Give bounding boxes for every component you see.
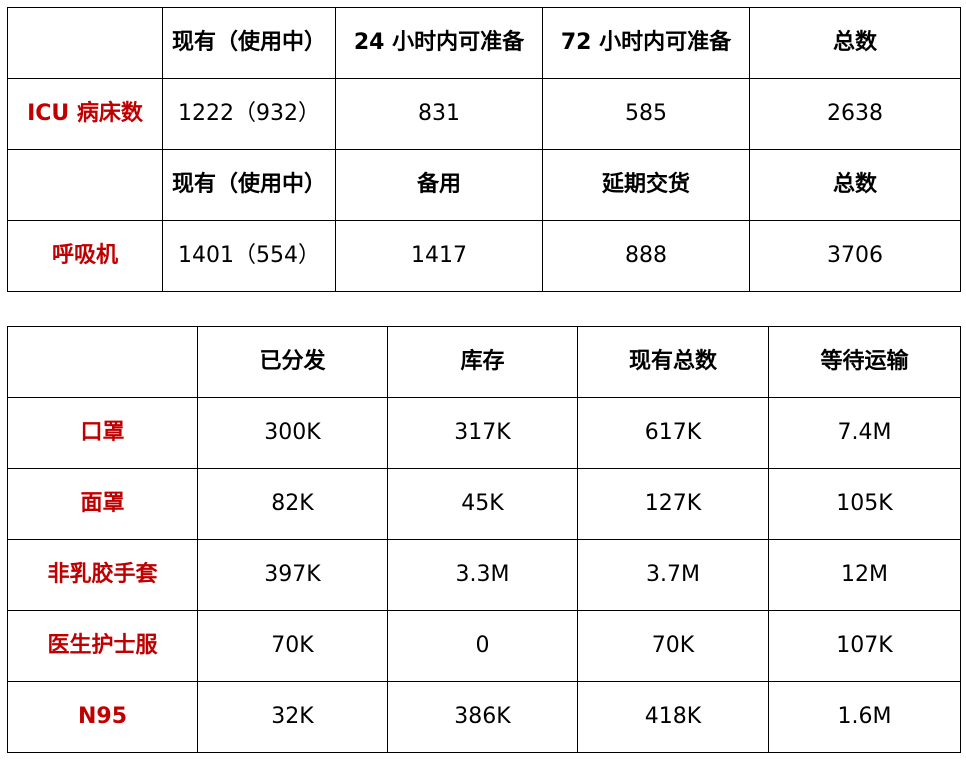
table-cell: 1417: [335, 220, 543, 292]
table-cell: 386K: [387, 681, 578, 753]
table-cell: 3706: [749, 220, 961, 292]
row-label-gowns: 医生护士服: [7, 610, 198, 682]
row-label-masks: 口罩: [7, 397, 198, 469]
table-row: 面罩 82K 45K 127K 105K: [7, 468, 961, 540]
icu-beds-row: ICU 病床数 1222（932） 831 585 2638: [7, 78, 961, 150]
table-cell: 105K: [768, 468, 961, 540]
table-cell: 32K: [197, 681, 388, 753]
row-label-ventilators: 呼吸机: [7, 220, 163, 292]
row-label-face-shields: 面罩: [7, 468, 198, 540]
row-label-n95: N95: [7, 681, 198, 753]
table-cell: 12M: [768, 539, 961, 611]
header-cell-in-stock: 现有（使用中）: [162, 7, 336, 79]
table-cell: 127K: [577, 468, 769, 540]
header-cell-spare: 备用: [335, 149, 543, 221]
table-cell: 45K: [387, 468, 578, 540]
header-cell-24h: 24 小时内可准备: [335, 7, 543, 79]
table-cell: 317K: [387, 397, 578, 469]
table-cell: 1401（554）: [162, 220, 336, 292]
header-cell-backorder: 延期交货: [542, 149, 750, 221]
table-cell: 82K: [197, 468, 388, 540]
table-row: 医生护士服 70K 0 70K 107K: [7, 610, 961, 682]
header-cell-total: 总数: [749, 7, 961, 79]
table-cell: 418K: [577, 681, 769, 753]
table-cell: 617K: [577, 397, 769, 469]
table-cell: 300K: [197, 397, 388, 469]
header-cell-blank: [7, 326, 198, 398]
table-cell: 107K: [768, 610, 961, 682]
table-cell: 397K: [197, 539, 388, 611]
ventilator-header-row: 现有（使用中） 备用 延期交货 总数: [7, 149, 961, 221]
table-row: N95 32K 386K 418K 1.6M: [7, 681, 961, 753]
table-cell: 888: [542, 220, 750, 292]
header-cell-total: 总数: [749, 149, 961, 221]
header-cell-blank: [7, 149, 163, 221]
table-cell: 70K: [577, 610, 769, 682]
table-cell: 585: [542, 78, 750, 150]
header-cell-72h: 72 小时内可准备: [542, 7, 750, 79]
table-cell: 0: [387, 610, 578, 682]
header-cell-inventory: 库存: [387, 326, 578, 398]
table-cell: 2638: [749, 78, 961, 150]
table-cell: 3.3M: [387, 539, 578, 611]
header-cell-distributed: 已分发: [197, 326, 388, 398]
header-cell-total-on-hand: 现有总数: [577, 326, 769, 398]
table-row: 非乳胶手套 397K 3.3M 3.7M 12M: [7, 539, 961, 611]
icu-header-row: 现有（使用中） 24 小时内可准备 72 小时内可准备 总数: [7, 7, 961, 79]
ventilator-row: 呼吸机 1401（554） 1417 888 3706: [7, 220, 961, 292]
table-cell: 70K: [197, 610, 388, 682]
supplies-table: 已分发 库存 现有总数 等待运输 口罩 300K 317K 617K 7.4M …: [7, 326, 961, 753]
row-label-gloves: 非乳胶手套: [7, 539, 198, 611]
capacity-table: 现有（使用中） 24 小时内可准备 72 小时内可准备 总数 ICU 病床数 1…: [7, 7, 961, 292]
header-cell-in-stock: 现有（使用中）: [162, 149, 336, 221]
table-cell: 7.4M: [768, 397, 961, 469]
table-cell: 1.6M: [768, 681, 961, 753]
supplies-header-row: 已分发 库存 现有总数 等待运输: [7, 326, 961, 398]
table-cell: 3.7M: [577, 539, 769, 611]
table-cell: 831: [335, 78, 543, 150]
header-cell-awaiting-shipment: 等待运输: [768, 326, 961, 398]
header-cell-blank: [7, 7, 163, 79]
table-row: 口罩 300K 317K 617K 7.4M: [7, 397, 961, 469]
table-cell: 1222（932）: [162, 78, 336, 150]
row-label-icu-beds: ICU 病床数: [7, 78, 163, 150]
